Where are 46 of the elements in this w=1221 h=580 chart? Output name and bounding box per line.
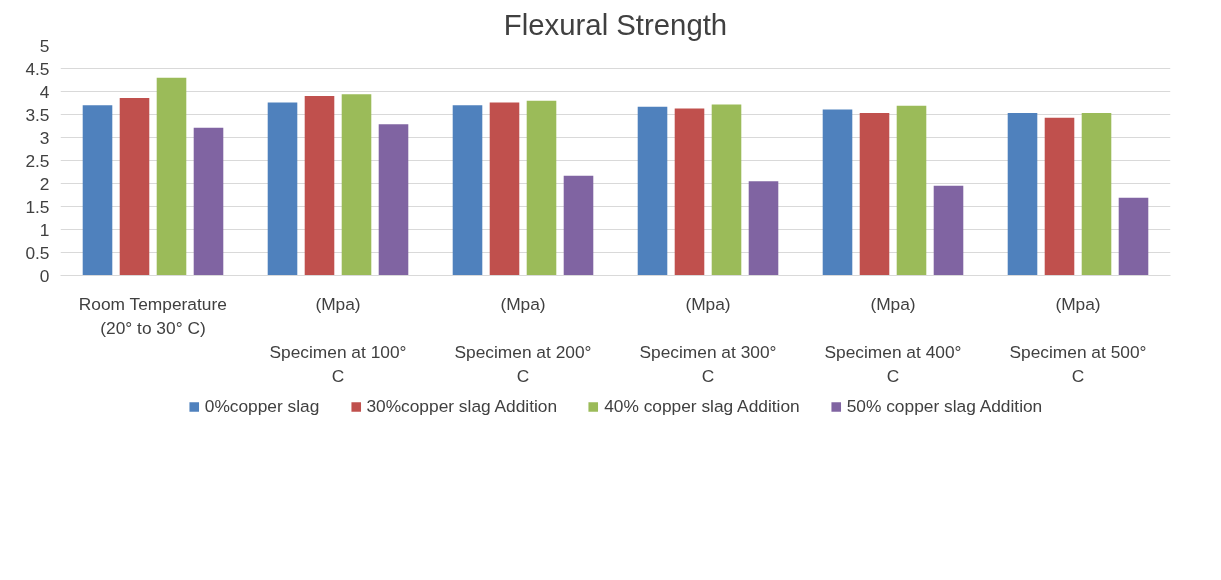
- bar: [489, 102, 520, 276]
- legend-label: 0%copper slag: [204, 395, 320, 417]
- y-tick-label: 1: [39, 219, 50, 240]
- bar: [711, 104, 742, 276]
- bar: [526, 100, 557, 276]
- bar: [1007, 113, 1038, 276]
- y-tick-label: 4: [39, 81, 50, 102]
- y-tick-label: 4.5: [25, 58, 50, 79]
- bar: [304, 96, 335, 276]
- bar: [822, 109, 853, 276]
- bar: [82, 105, 113, 276]
- y-tick-label: 2: [39, 173, 50, 194]
- category-label: (Mpa) Specimen at 500° C: [1009, 293, 1147, 386]
- x-tick-label: Room Temperature (20° to 30° C): [78, 293, 227, 338]
- y-tick-label: 2.5: [25, 150, 50, 171]
- category-label: (Mpa) Specimen at 300° C: [639, 293, 777, 386]
- bar: [193, 127, 224, 276]
- y-tick-label: 3: [39, 127, 50, 148]
- category-label: (Mpa) Specimen at 400° C: [824, 293, 962, 386]
- bar: [452, 105, 483, 276]
- bar: [267, 102, 298, 276]
- legend-label: 40% copper slag Addition: [604, 395, 800, 417]
- bar: [563, 175, 594, 276]
- y-tick-label: 0.5: [25, 242, 50, 263]
- y-tick-label: 3.5: [25, 104, 50, 125]
- bar: [748, 181, 779, 276]
- bar: [637, 106, 668, 276]
- bar: [119, 97, 150, 276]
- category-label: (Mpa) Specimen at 100° C: [269, 293, 407, 386]
- bar: [1118, 197, 1149, 276]
- bar: [933, 185, 964, 276]
- category-label: (Mpa) Specimen at 200° C: [454, 293, 592, 386]
- bar: [859, 113, 890, 276]
- y-tick-label: 1.5: [25, 196, 50, 217]
- bar: [341, 94, 372, 276]
- chart-title: Flexural Strength: [503, 7, 728, 41]
- legend-label: 50% copper slag Addition: [846, 395, 1043, 417]
- bar: [1044, 117, 1075, 276]
- y-tick-label: 0: [39, 265, 50, 286]
- bar: [378, 124, 409, 276]
- legend-label: 30%copper slag Addition: [366, 395, 558, 417]
- bar: [674, 108, 705, 276]
- bar: [156, 77, 187, 276]
- bar: [1081, 113, 1112, 276]
- bar: [896, 105, 927, 276]
- y-tick-label: 5: [39, 35, 50, 56]
